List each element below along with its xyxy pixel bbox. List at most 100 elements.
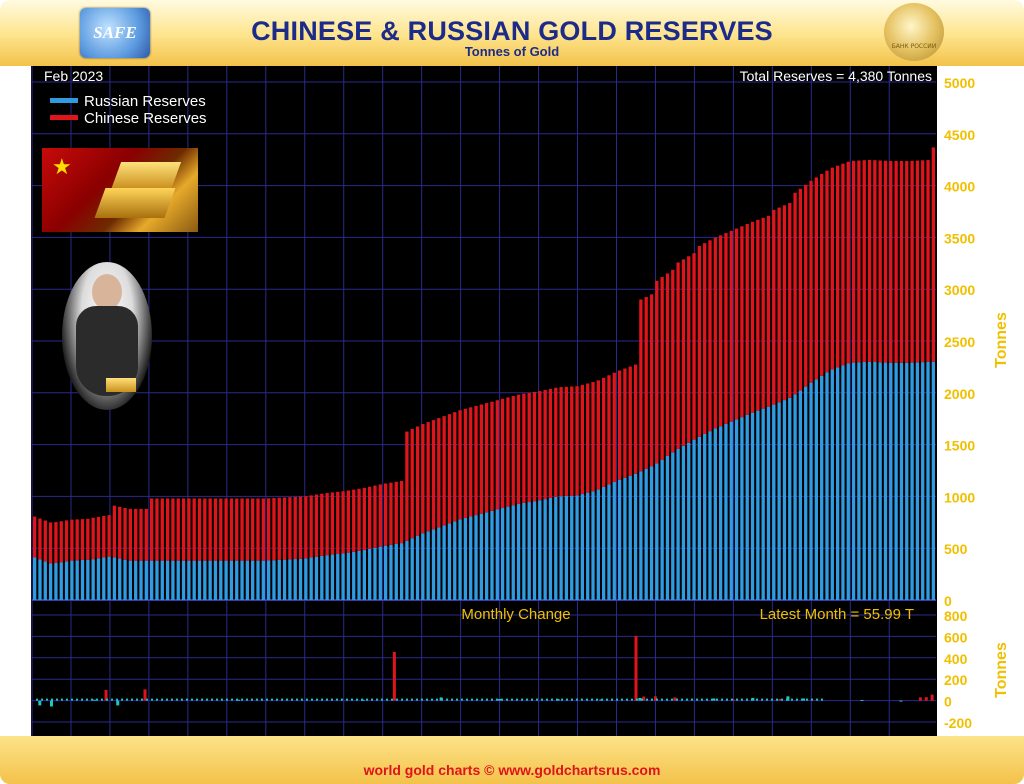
russian-reserves-bar: [841, 365, 845, 600]
russian-reserves-bar: [187, 560, 191, 600]
russian-reserves-bar: [532, 501, 537, 600]
chinese-reserves-bar: [543, 389, 547, 500]
star-icon: ★: [52, 154, 72, 179]
russian-reserves-bar: [692, 439, 696, 600]
russian-reserves-bar: [772, 404, 776, 600]
chinese-reserves-bar: [187, 498, 191, 561]
chinese-reserves-bar: [314, 494, 319, 557]
russian-change-bar: [802, 698, 806, 701]
russian-reserves-bar: [889, 362, 893, 600]
chinese-reserves-bar: [144, 508, 148, 561]
russian-reserves-bar: [368, 548, 372, 600]
russian-reserves-bar: [463, 517, 468, 600]
russian-reserves-bar: [91, 559, 95, 600]
chinese-change-bar: [930, 694, 934, 701]
russian-change-bar: [237, 699, 241, 701]
chinese-reserves-bar: [107, 515, 111, 557]
chinese-reserves-bar: [692, 253, 696, 440]
legend-swatch-chinese: [50, 115, 78, 120]
chinese-reserves-bar: [251, 498, 255, 561]
chinese-reserves-bar: [394, 481, 398, 544]
russian-reserves-bar: [814, 379, 819, 600]
chinese-reserves-bar: [261, 498, 265, 561]
chinese-reserves-bar: [336, 491, 340, 555]
chinese-reserves-bar: [522, 393, 526, 503]
y-tick-label: 3500: [944, 230, 975, 246]
chinese-reserves-bar: [862, 160, 866, 363]
russian-change-bar: [49, 700, 53, 707]
russian-reserves-bar: [490, 510, 494, 600]
russian-reserves-bar: [788, 397, 792, 600]
russian-reserves-bar: [745, 414, 749, 600]
russian-change-bar: [638, 697, 642, 701]
russian-reserves-bar: [915, 362, 920, 600]
chinese-reserves-bar: [867, 159, 872, 362]
russian-reserves-bar: [660, 459, 664, 600]
chinese-reserves-bar: [165, 498, 170, 561]
russian-reserves-bar: [655, 463, 659, 600]
russian-reserves-bar: [718, 426, 723, 600]
chinese-reserves-bar: [431, 420, 436, 530]
chinese-reserves-bar: [745, 224, 749, 415]
y-tick-label: 1000: [944, 489, 975, 505]
russian-reserves-bar: [447, 523, 452, 600]
china-flag-gold-bars-image: ★: [42, 148, 198, 232]
chinese-reserves-bar: [192, 498, 196, 561]
russian-reserves-bar: [54, 563, 58, 600]
russian-reserves-bar: [149, 560, 154, 600]
chinese-reserves-bar: [272, 498, 276, 561]
russian-reserves-bar: [506, 506, 510, 600]
chinese-reserves-bar: [442, 416, 446, 526]
chinese-reserves-bar: [139, 508, 143, 561]
russian-reserves-bar: [846, 363, 850, 600]
chinese-reserves-bar: [91, 517, 95, 560]
russian-reserves-bar: [474, 515, 478, 600]
y-tick-label: 200: [944, 672, 968, 688]
russian-reserves-bar: [697, 436, 702, 600]
chinese-reserves-bar: [570, 386, 574, 496]
russian-reserves-bar: [421, 533, 425, 600]
russian-reserves-bar: [708, 431, 712, 600]
chinese-reserves-bar: [697, 245, 702, 437]
russian-reserves-bar: [155, 560, 159, 600]
chinese-reserves-bar: [511, 396, 515, 506]
russian-reserves-bar: [548, 498, 553, 600]
chinese-reserves-bar: [655, 280, 659, 464]
chinese-reserves-bar: [665, 273, 670, 456]
russian-reserves-bar: [596, 489, 600, 600]
y-axis-title-main: Tonnes: [993, 312, 1010, 368]
chinese-reserves-bar: [70, 519, 74, 561]
chinese-reserves-bar: [176, 498, 180, 561]
date-label: Feb 2023: [44, 68, 103, 84]
russian-reserves-bar: [894, 362, 898, 600]
russian-reserves-bar: [314, 556, 319, 600]
russian-reserves-bar: [766, 406, 771, 600]
russian-reserves-bar: [687, 442, 691, 600]
russian-reserves-bar: [559, 496, 563, 600]
y-tick-label: 800: [944, 608, 968, 624]
russian-reserves-bar: [203, 560, 207, 600]
russian-reserves-bar: [867, 361, 872, 600]
russian-reserves-bar: [277, 559, 281, 600]
russian-reserves-bar: [298, 558, 303, 600]
chinese-reserves-bar: [80, 519, 85, 561]
y-tick-label: 600: [944, 629, 968, 645]
chinese-reserves-bar: [889, 160, 893, 363]
russian-change-bar: [899, 700, 903, 702]
chinese-change-bar: [778, 698, 782, 701]
y-tick-label: 5000: [944, 75, 975, 91]
russian-reserves-bar: [139, 560, 143, 600]
russian-reserves-bar: [883, 362, 888, 600]
russian-reserves-bar: [564, 495, 569, 600]
russian-reserves-bar: [192, 560, 196, 600]
russian-reserves-bar: [835, 367, 840, 600]
russian-reserves-bar: [628, 475, 632, 600]
russian-reserves-bar: [123, 559, 127, 600]
chinese-reserves-bar: [453, 412, 457, 522]
chinese-reserves-bar: [282, 497, 287, 560]
russian-reserves-bar: [458, 519, 462, 600]
russian-reserves-bar: [389, 544, 393, 600]
legend-label-russian: Russian Reserves: [84, 93, 206, 110]
chinese-reserves-bar: [506, 397, 510, 507]
chinese-reserves-bar: [458, 410, 462, 520]
